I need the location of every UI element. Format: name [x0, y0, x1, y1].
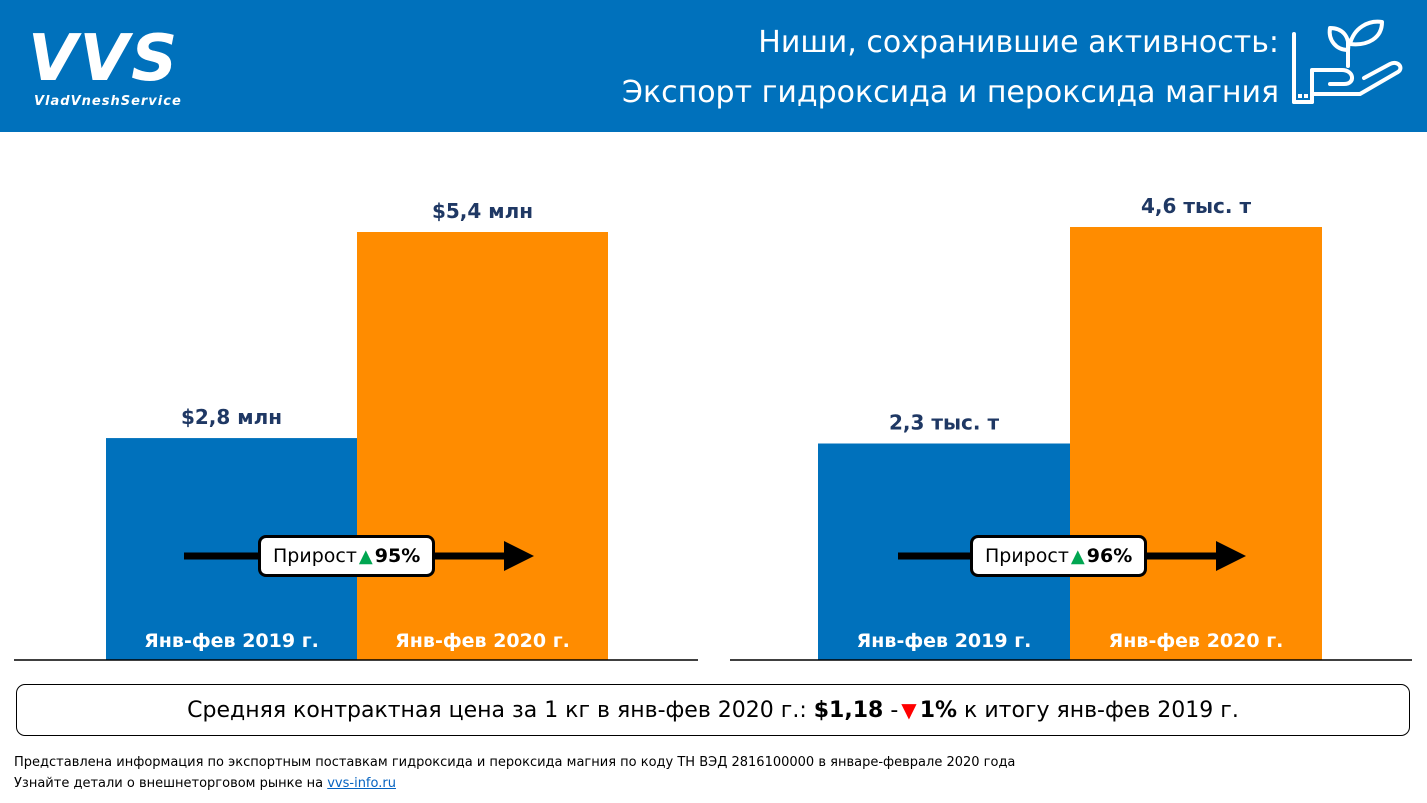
growth-label: Прирост [985, 545, 1069, 567]
value-label-1: $5,4 млн [432, 199, 533, 223]
category-label-0: Янв-фев 2019 г. [857, 630, 1032, 652]
growth-arrow-head [504, 541, 534, 571]
footer-note: Представлена информация по экспортным по… [14, 755, 1016, 770]
bar-1 [357, 232, 608, 660]
category-label-1: Янв-фев 2020 г. [395, 630, 570, 652]
title-line-1: Ниши, сохранившие активность: [758, 25, 1279, 60]
price-prefix: Средняя контрактная цена за 1 кг в янв-ф… [187, 697, 807, 723]
up-triangle-icon: ▲ [1070, 545, 1085, 567]
up-triangle-icon: ▲ [358, 545, 373, 567]
export-volume-chart: 2,3 тыс. т Янв-фев 2019 г. 4,6 тыс. т Янв-ф… [730, 140, 1412, 664]
down-triangle-icon: ▼ [901, 698, 917, 722]
bar-1 [1070, 227, 1322, 660]
logo-mark: VVS [28, 22, 180, 96]
page-title: Ниши, сохранившие активность: Экспорт ги… [622, 18, 1279, 118]
export-value-chart: $2,8 млн Янв-фев 2019 г. $5,4 млн Янв-фев 2… [14, 140, 698, 664]
value-label-0: $2,8 млн [181, 405, 282, 429]
value-label-0: 2,3 тыс. т [889, 411, 999, 435]
value-label-1: 4,6 тыс. т [1141, 194, 1251, 218]
price-suffix: к итогу янв-фев 2019 г. [964, 697, 1239, 723]
price-sep: - [890, 697, 899, 723]
growth-badge: Прирост ▲ 96% [970, 535, 1148, 577]
title-line-2: Экспорт гидроксида и пероксида магния [622, 75, 1279, 110]
growth-label: Прирост [273, 545, 357, 567]
growth-value: 95% [374, 545, 421, 567]
category-label-0: Янв-фев 2019 г. [144, 630, 319, 652]
average-price-box: Средняя контрактная цена за 1 кг в янв-ф… [16, 684, 1410, 736]
hand-plant-icon [1292, 19, 1403, 104]
logo-subtitle: VladVneshService [34, 94, 182, 109]
price-change: 1% [919, 697, 958, 723]
growth-badge: Прирост ▲ 95% [258, 535, 436, 577]
footer-details: Узнайте детали о внешнеторговом рынке на… [14, 776, 396, 791]
growth-value: 96% [1086, 545, 1133, 567]
vvs-info-link[interactable]: vvs-info.ru [327, 776, 396, 791]
price-value: $1,18 [813, 697, 884, 723]
category-label-1: Янв-фев 2020 г. [1109, 630, 1284, 652]
vvs-logo[interactable]: VVS VladVneshService [28, 24, 238, 114]
header-banner: VVS VladVneshService Ниши, сохранившие а… [0, 0, 1427, 132]
growth-arrow-head [1216, 541, 1246, 571]
footer-details-text: Узнайте детали о внешнеторговом рынке на [14, 776, 324, 791]
